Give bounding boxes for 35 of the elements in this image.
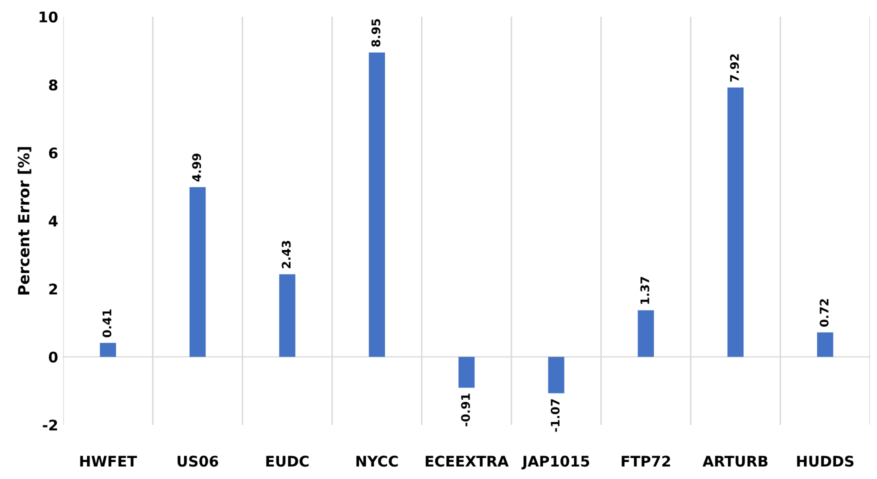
data-label: 8.95 (371, 19, 380, 47)
x-tick-label: HWFET (80, 456, 137, 467)
bar (548, 356, 564, 394)
x-tick-label: ARTURB (702, 456, 768, 467)
bar (100, 342, 116, 357)
data-label: 2.43 (282, 240, 291, 268)
data-label: 4.99 (192, 154, 202, 182)
data-label: 7.92 (730, 54, 739, 82)
bar (368, 52, 385, 357)
bar (817, 332, 834, 357)
y-tick-label: -2 (42, 420, 58, 430)
x-tick-label: US06 (178, 456, 218, 467)
x-tick-label: NYCC (356, 456, 398, 467)
bar (638, 310, 654, 357)
bar (190, 187, 206, 357)
data-label: 0.72 (820, 299, 829, 327)
y-tick-label: 10 (40, 11, 58, 23)
x-tick-label: HUDDS (797, 456, 854, 467)
y-axis-title: Percent Error [%] (18, 147, 32, 294)
y-tick-label: 8 (49, 80, 58, 91)
bar (458, 356, 475, 388)
bar (279, 274, 296, 357)
x-tick-label: ECEEXTRA (426, 456, 509, 467)
bar (727, 88, 744, 357)
x-tick-label: JAP1015 (521, 456, 590, 470)
y-tick-label: 6 (49, 148, 58, 159)
y-tick-label: 4 (48, 216, 58, 226)
x-tick-label: FTP72 (622, 456, 670, 467)
x-tick-label: EUDC (266, 456, 309, 467)
data-label: 0.41 (102, 309, 112, 338)
data-label: -1.07 (550, 399, 560, 432)
y-tick-label: 2 (49, 284, 58, 294)
data-label: 1.37 (640, 276, 650, 304)
y-tick-label: 0 (48, 352, 58, 363)
data-label: -0.91 (461, 394, 470, 426)
